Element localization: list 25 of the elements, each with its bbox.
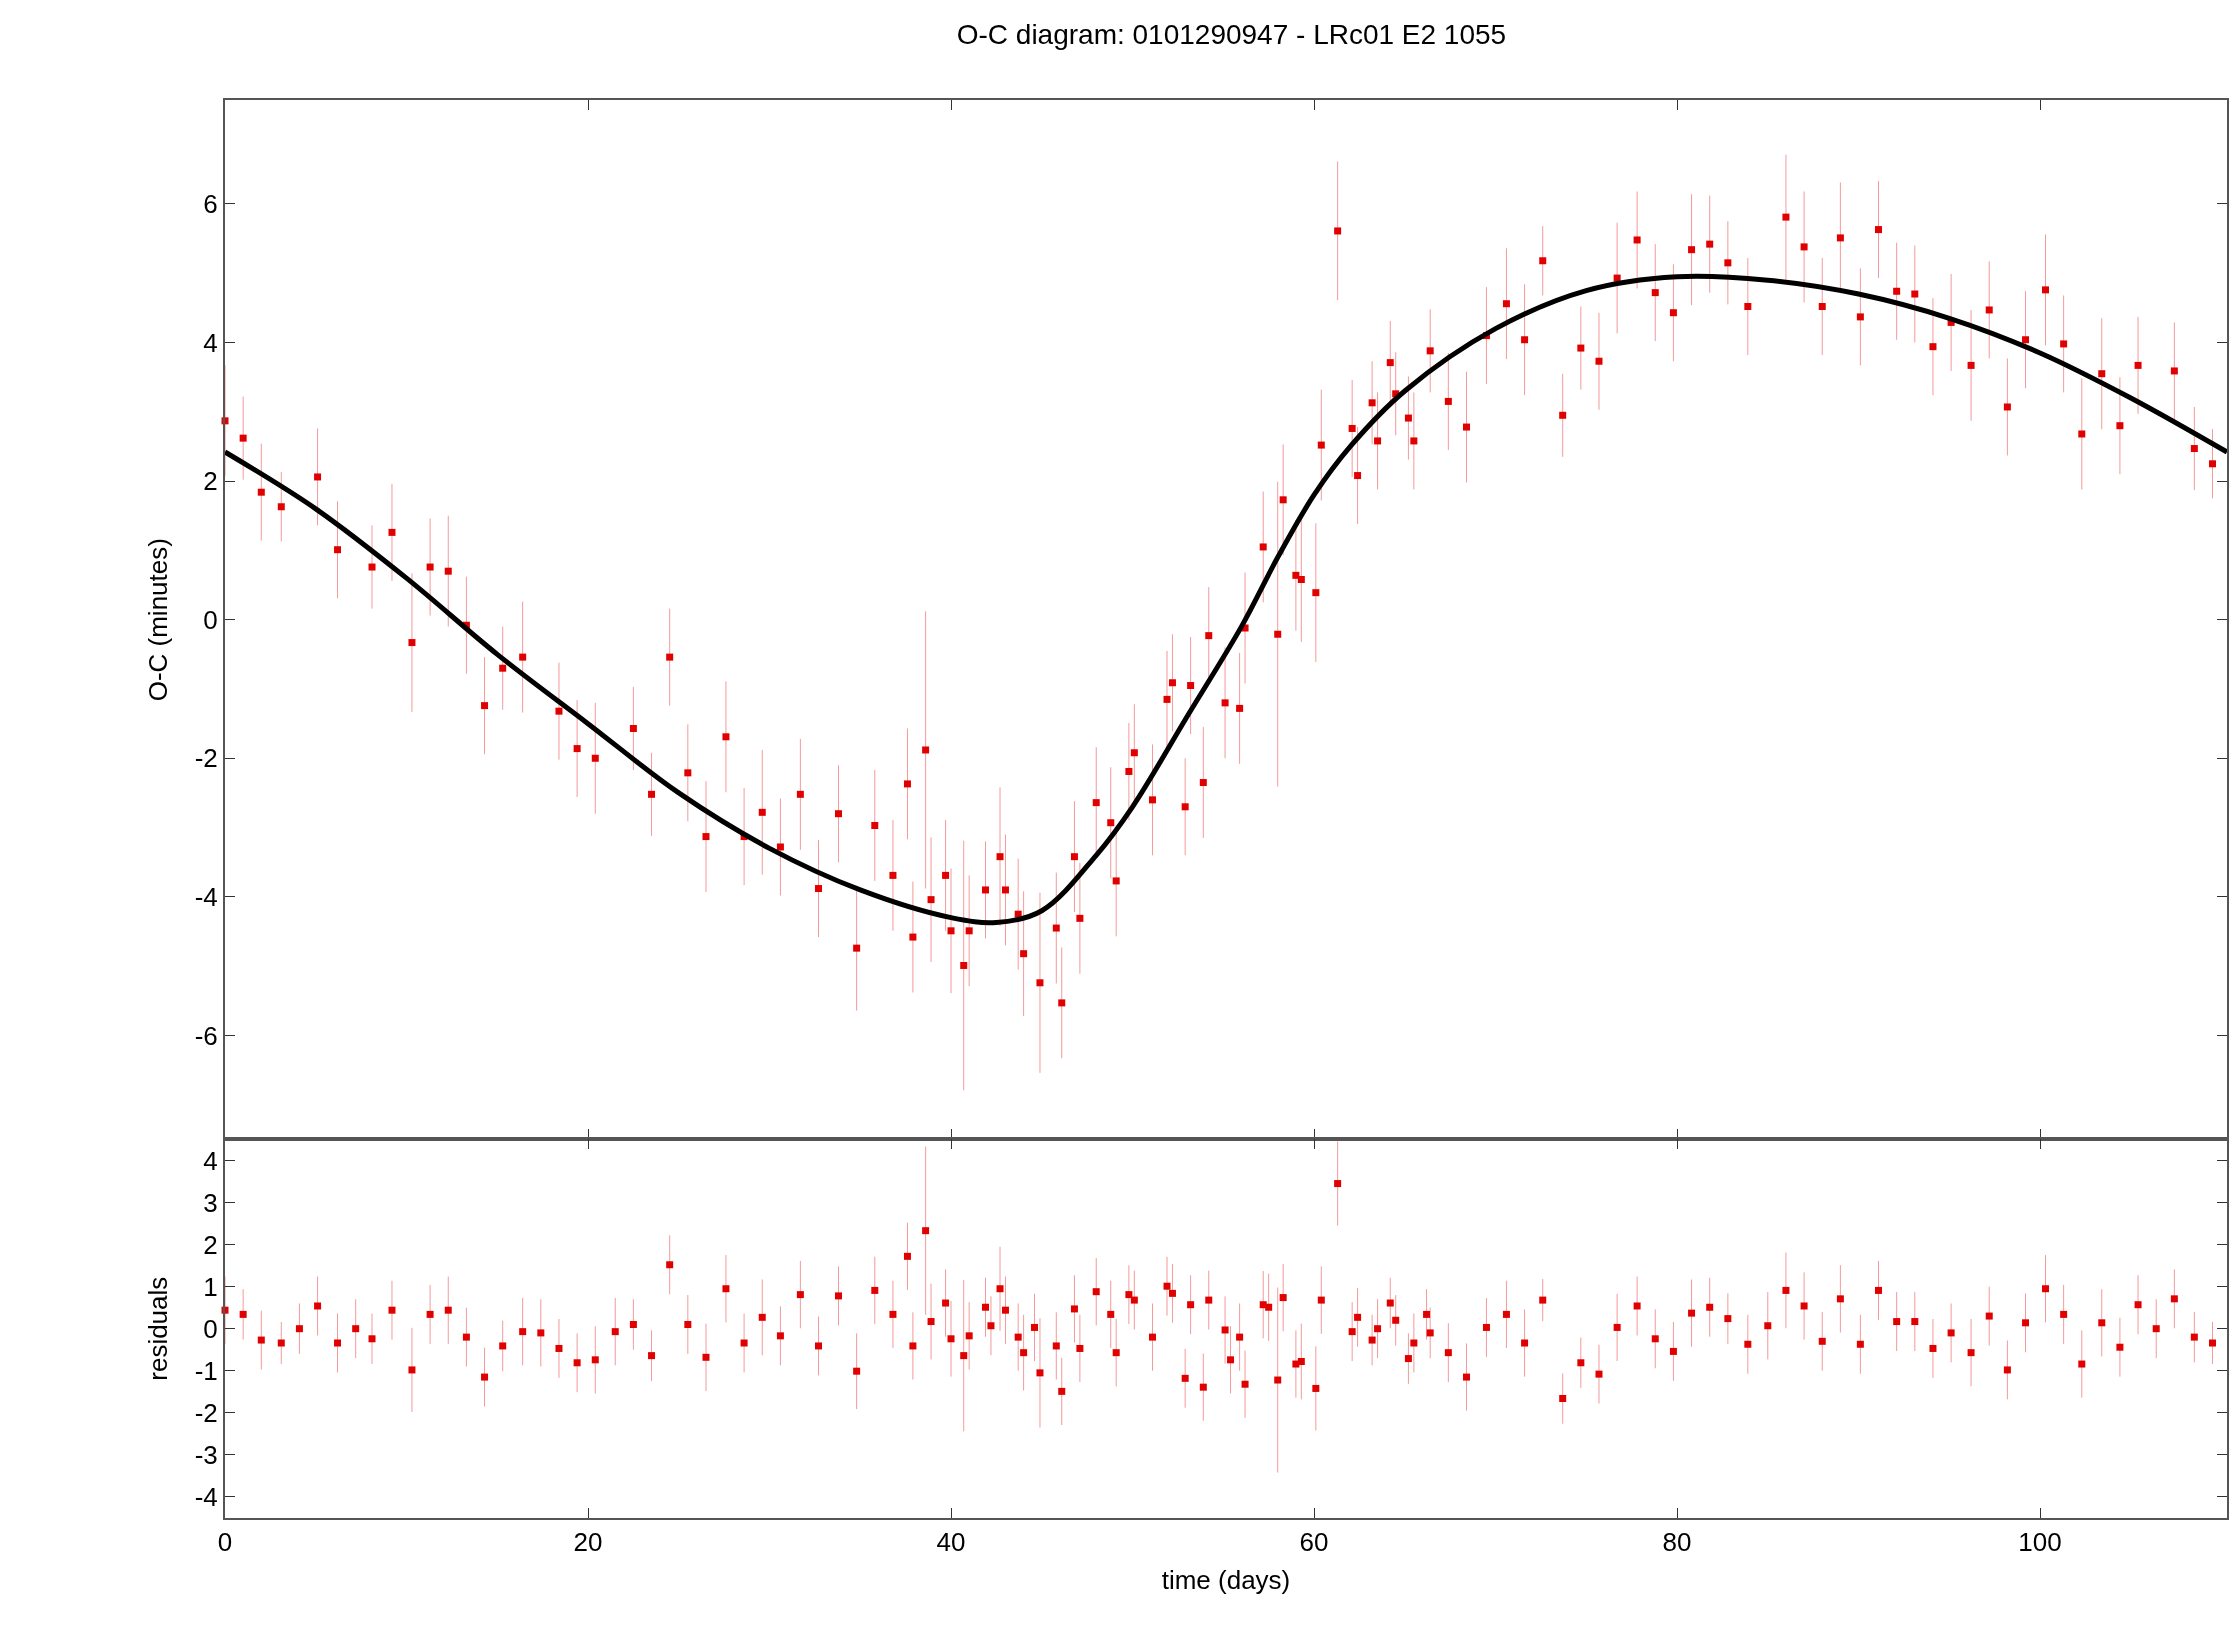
y-tick-label: -1 [194, 1355, 218, 1386]
x-axis-title: time (days) [1161, 1565, 1291, 1596]
x-tick-label: 80 [1662, 1527, 1692, 1558]
y-tick-label: 0 [203, 604, 218, 635]
x-tick-label: 60 [1299, 1527, 1329, 1558]
y-tick-label: -3 [194, 1440, 218, 1470]
x-tick-label: 100 [2018, 1527, 2062, 1558]
y-axis-title: O-C (minutes) [142, 538, 173, 702]
x-tick-label: 40 [936, 1527, 966, 1558]
y-tick-label: 4 [203, 1145, 218, 1176]
y-tick-label: 2 [203, 1229, 218, 1260]
y-tick-label: -6 [194, 1020, 218, 1051]
y-tick-label: 2 [203, 466, 218, 497]
x-tick-label: 20 [573, 1527, 603, 1558]
y-tick-label: 4 [203, 327, 218, 358]
y-tick-label: 6 [203, 189, 218, 220]
y-tick-label: -2 [194, 743, 218, 774]
y-tick-label: 3 [203, 1187, 218, 1218]
y-tick-label: 0 [203, 1313, 218, 1344]
y-tick-label: -4 [194, 881, 218, 912]
y-tick-label: -2 [194, 1397, 218, 1428]
y-tick-label: -4 [194, 1482, 218, 1513]
y-tick-label: 1 [203, 1271, 218, 1302]
chart-title: O-C diagram: 0101290947 - LRc01 E2 1055 [956, 19, 1507, 51]
y-axis-title: residuals [142, 1276, 173, 1381]
